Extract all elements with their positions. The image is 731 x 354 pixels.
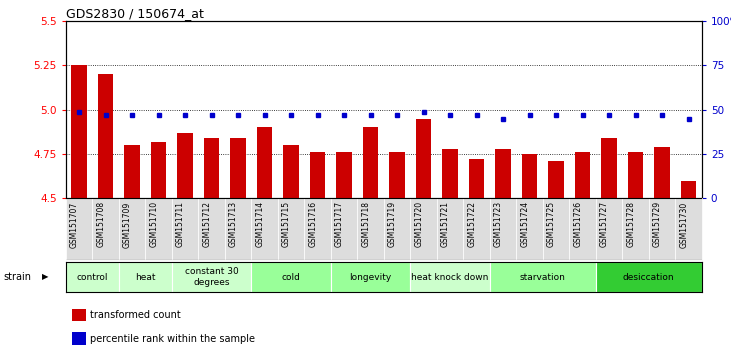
Bar [251,262,330,292]
Text: longevity: longevity [349,273,392,281]
Text: GSM151726: GSM151726 [574,201,583,247]
Text: GSM151724: GSM151724 [520,201,529,247]
Bar [177,133,193,198]
Bar [601,138,617,198]
Bar [622,198,648,260]
Text: GDS2830 / 150674_at: GDS2830 / 150674_at [66,7,204,20]
Bar [251,198,278,260]
Bar [257,127,273,198]
Bar [172,262,251,292]
Bar [97,74,113,198]
Text: constant 30
degrees: constant 30 degrees [185,267,238,287]
Bar [648,198,675,260]
Text: heat: heat [135,273,156,281]
Text: ▶: ▶ [42,273,48,281]
Bar [521,154,537,198]
Bar [330,262,410,292]
Text: GSM151716: GSM151716 [308,201,317,247]
Bar [72,309,86,321]
Bar [336,152,352,198]
Bar [495,149,511,198]
Bar [124,145,140,198]
Bar [330,198,357,260]
Bar [542,198,569,260]
Bar [71,65,87,198]
Bar [469,159,485,198]
Bar [675,198,702,260]
Bar [145,198,172,260]
Text: GSM151718: GSM151718 [362,201,371,247]
Text: GSM151715: GSM151715 [282,201,291,247]
Text: GSM151719: GSM151719 [388,201,397,247]
Bar [410,262,490,292]
Bar [389,152,405,198]
Bar [118,262,172,292]
Text: GSM151712: GSM151712 [202,201,211,247]
Bar [627,152,643,198]
Text: GSM151729: GSM151729 [653,201,662,247]
Bar [596,262,702,292]
Text: GSM151708: GSM151708 [96,201,105,247]
Bar [363,127,379,198]
Bar [203,138,219,198]
Bar [410,198,437,260]
Bar [490,198,516,260]
Bar [151,142,167,198]
Bar [437,198,463,260]
Bar [654,147,670,198]
Text: starvation: starvation [520,273,566,281]
Text: heat knock down: heat knock down [412,273,489,281]
Bar [442,149,458,198]
Bar [283,145,299,198]
Bar [463,198,490,260]
Text: GSM151725: GSM151725 [547,201,556,247]
Text: GSM151710: GSM151710 [150,201,159,247]
Text: GSM151717: GSM151717 [335,201,344,247]
Text: GSM151709: GSM151709 [123,201,132,247]
Bar [596,198,622,260]
Text: GSM151714: GSM151714 [256,201,265,247]
Bar [92,198,118,260]
Bar [225,198,251,260]
Text: GSM151730: GSM151730 [680,201,689,247]
Bar [357,198,384,260]
Text: GSM151713: GSM151713 [229,201,238,247]
Text: GSM151728: GSM151728 [626,201,635,247]
Bar [198,198,225,260]
Bar [490,262,596,292]
Text: GSM151711: GSM151711 [176,201,185,247]
Text: strain: strain [4,272,31,282]
Bar [72,332,86,345]
Bar [569,198,596,260]
Bar [681,181,697,198]
Text: GSM151723: GSM151723 [494,201,503,247]
Text: percentile rank within the sample: percentile rank within the sample [90,334,255,344]
Bar [384,198,410,260]
Bar [415,119,431,198]
Text: control: control [77,273,108,281]
Text: cold: cold [281,273,300,281]
Bar [118,198,145,260]
Bar [172,198,198,260]
Text: transformed count: transformed count [90,310,181,320]
Bar [309,152,325,198]
Bar [230,138,246,198]
Text: GSM151722: GSM151722 [468,201,477,247]
Text: GSM151707: GSM151707 [70,201,79,247]
Bar [66,198,92,260]
Text: GSM151727: GSM151727 [600,201,609,247]
Text: desiccation: desiccation [623,273,675,281]
Text: GSM151721: GSM151721 [441,201,450,247]
Bar [575,152,591,198]
Bar [548,161,564,198]
Bar [66,262,118,292]
Bar [278,198,304,260]
Bar [304,198,330,260]
Text: GSM151720: GSM151720 [414,201,423,247]
Bar [516,198,542,260]
